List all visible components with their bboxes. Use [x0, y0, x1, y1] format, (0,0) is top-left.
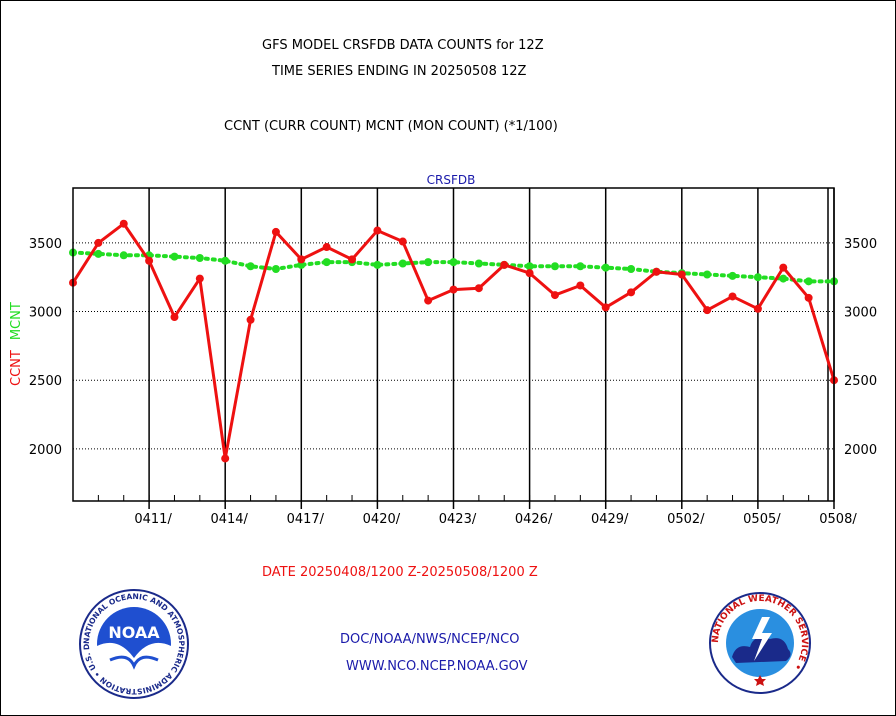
y-tick-label-right: 3000: [844, 306, 877, 321]
chart-title-line2: TIME SERIES ENDING IN 20250508 12Z: [272, 64, 527, 79]
ccnt-point: [804, 293, 813, 302]
y-tick-label-left: 3000: [29, 306, 62, 321]
y-tick-label-left: 2000: [29, 443, 62, 458]
mcnt-point: [525, 262, 534, 271]
mcnt-point: [195, 254, 204, 263]
y-axis-label: CCNT MCNT: [9, 302, 24, 386]
ccnt-point: [145, 256, 154, 265]
ccnt-point: [550, 291, 559, 300]
ccnt-point: [348, 255, 357, 264]
ccnt-point: [424, 296, 433, 305]
ccnt-point: [753, 304, 762, 313]
x-tick-label: 0423/: [439, 512, 477, 527]
mcnt-point: [398, 259, 407, 268]
mcnt-point: [474, 259, 483, 268]
mcnt-point: [246, 262, 255, 271]
x-tick-label: 0429/: [591, 512, 629, 527]
y-tick-label-right: 2500: [844, 374, 877, 389]
mcnt-point: [804, 277, 813, 286]
ccnt-point: [195, 274, 204, 283]
y-axis-label-mcnt: MCNT: [9, 302, 24, 340]
x-tick-label: 0411/: [134, 512, 172, 527]
mcnt-point: [119, 251, 128, 260]
ccnt-point: [474, 284, 483, 293]
ccnt-point: [221, 454, 230, 463]
ccnt-point: [119, 219, 128, 228]
ccnt-point: [373, 226, 382, 235]
nco-link-www[interactable]: WWW.NCO.NCEP.NOAA.GOV: [346, 659, 528, 674]
mcnt-point: [297, 260, 306, 269]
chart-title-line1: GFS MODEL CRSFDB DATA COUNTS for 12Z: [262, 38, 544, 53]
mcnt-point: [703, 270, 712, 279]
ccnt-point: [94, 238, 103, 247]
x-tick-label: 0417/: [287, 512, 325, 527]
ccnt-point: [677, 270, 686, 279]
x-tick-label: 0502/: [667, 512, 705, 527]
y-tick-label-right: 3500: [844, 237, 877, 252]
nco-link-doc[interactable]: DOC/NOAA/NWS/NCEP/NCO: [340, 632, 520, 647]
mcnt-point: [424, 258, 433, 267]
ccnt-point: [271, 227, 280, 236]
ccnt-point: [246, 315, 255, 324]
ccnt-point: [601, 303, 610, 312]
x-tick-label: 0508/: [819, 512, 857, 527]
mcnt-point: [550, 262, 559, 271]
mcnt-point: [221, 256, 230, 265]
ccnt-point: [703, 306, 712, 315]
mcnt-point: [779, 274, 788, 283]
mcnt-point: [94, 249, 103, 258]
y-tick-label-left: 2500: [29, 374, 62, 389]
mcnt-point: [170, 252, 179, 261]
ccnt-point: [449, 285, 458, 294]
ccnt-point: [627, 288, 636, 297]
mcnt-point: [627, 264, 636, 273]
chart-subtitle: CCNT (CURR COUNT) MCNT (MON COUNT) (*1/1…: [224, 119, 558, 134]
mcnt-point: [373, 260, 382, 269]
y-tick-label-left: 3500: [29, 237, 62, 252]
noaa-logo-text: NOAA: [108, 623, 160, 642]
x-tick-label: 0420/: [363, 512, 401, 527]
ccnt-point: [728, 292, 737, 301]
mcnt-point: [753, 273, 762, 282]
mcnt-point: [271, 264, 280, 273]
x-tick-label: 0426/: [515, 512, 553, 527]
mcnt-point: [601, 263, 610, 272]
ccnt-point: [576, 281, 585, 290]
nws-logo: NATIONAL WEATHER SERVICE •: [709, 592, 811, 694]
ccnt-point: [170, 313, 179, 322]
ccnt-point: [322, 243, 331, 252]
x-tick-label: 0414/: [210, 512, 248, 527]
date-range-label: DATE 20250408/1200 Z-20250508/1200 Z: [262, 565, 538, 580]
mcnt-point: [322, 258, 331, 267]
ccnt-point: [398, 237, 407, 246]
plot-title: CRSFDB: [427, 173, 476, 187]
mcnt-point: [728, 271, 737, 280]
ccnt-point: [525, 269, 534, 278]
ccnt-point: [500, 260, 509, 269]
ccnt-point: [779, 263, 788, 272]
ccnt-point: [297, 255, 306, 264]
ccnt-point: [652, 267, 661, 276]
mcnt-point: [449, 258, 458, 267]
y-tick-label-right: 2000: [844, 443, 877, 458]
noaa-logo: NATIONAL OCEANIC AND ATMOSPHERIC ADMINIS…: [78, 588, 189, 699]
x-tick-label: 0505/: [743, 512, 781, 527]
mcnt-point: [576, 262, 585, 271]
y-axis-label-ccnt: CCNT: [9, 350, 24, 386]
